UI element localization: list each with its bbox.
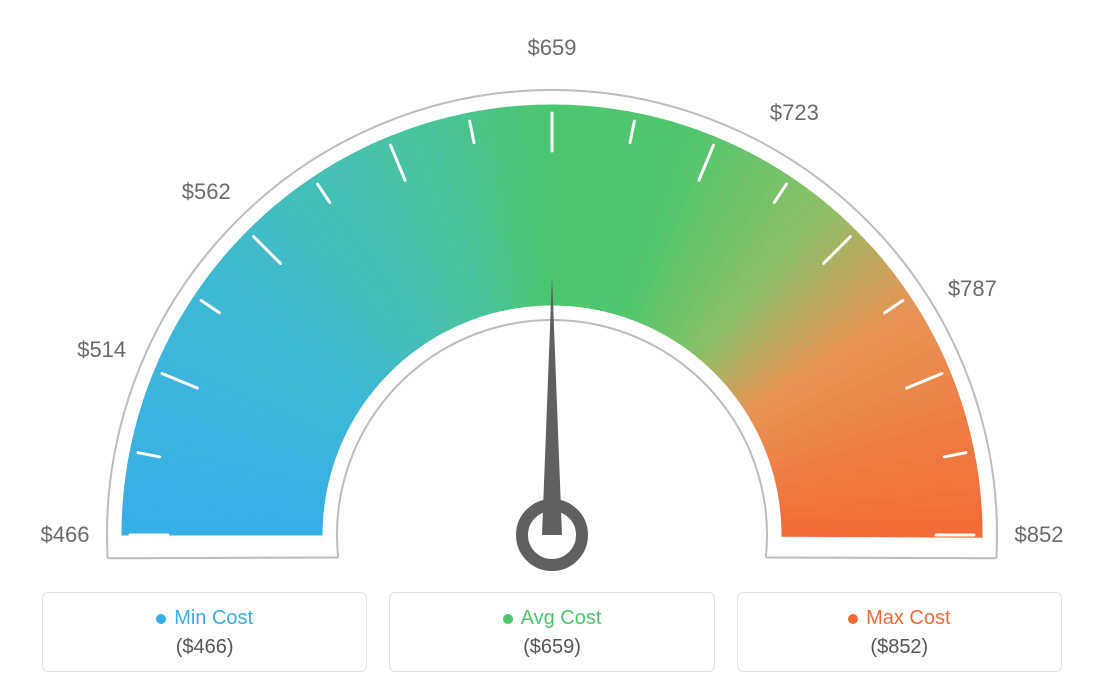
legend-value-max: ($852) (870, 636, 928, 659)
cost-gauge-chart: $466 $514 $562 $659 $723 $787 $852 (0, 20, 1104, 580)
gauge-tick-label: $562 (182, 179, 231, 205)
gauge-tick-label: $659 (528, 35, 577, 61)
gauge-svg (0, 20, 1104, 580)
legend-value-avg: ($659) (523, 636, 581, 659)
gauge-tick-label: $852 (1015, 522, 1064, 548)
legend-title-avg-text: Avg Cost (521, 607, 602, 630)
legend-value-min: ($466) (176, 636, 234, 659)
gauge-tick-label: $514 (77, 337, 126, 363)
legend-dot-avg (503, 614, 513, 624)
gauge-tick-label: $723 (770, 100, 819, 126)
legend-title-max-text: Max Cost (866, 607, 950, 630)
legend-title-avg: Avg Cost (503, 607, 602, 630)
gauge-tick-label: $466 (41, 522, 90, 548)
legend-card-max: Max Cost ($852) (737, 592, 1062, 672)
legend-dot-min (156, 614, 166, 624)
legend-card-min: Min Cost ($466) (42, 592, 367, 672)
legend-row: Min Cost ($466) Avg Cost ($659) Max Cost… (0, 592, 1104, 672)
legend-title-min: Min Cost (156, 607, 253, 630)
legend-title-max: Max Cost (848, 607, 950, 630)
legend-card-avg: Avg Cost ($659) (389, 592, 714, 672)
legend-title-min-text: Min Cost (174, 607, 253, 630)
legend-dot-max (848, 614, 858, 624)
gauge-tick-label: $787 (948, 276, 997, 302)
